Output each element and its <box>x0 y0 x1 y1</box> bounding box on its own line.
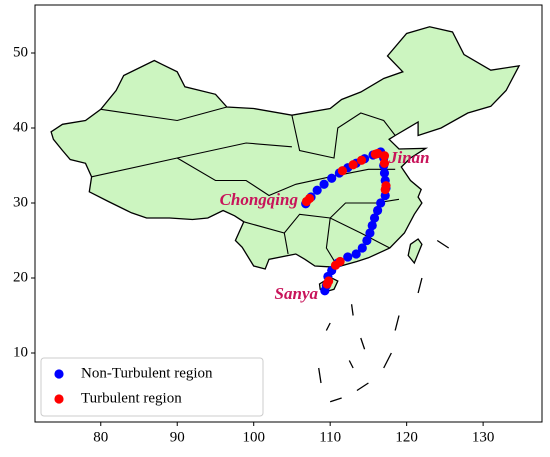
city-label: Sanya <box>275 284 319 303</box>
border-line <box>329 198 400 219</box>
x-tick-label: 130 <box>472 429 495 445</box>
border-line <box>283 232 289 255</box>
legend-box <box>40 357 264 417</box>
marks <box>301 147 391 296</box>
x-tick-label: 90 <box>170 429 185 445</box>
land <box>50 26 521 403</box>
island-dash <box>350 304 354 316</box>
island-dash <box>394 315 400 331</box>
island-dash <box>329 397 342 403</box>
data-point <box>362 235 372 246</box>
data-point <box>351 249 361 259</box>
x-tick-label: 110 <box>319 429 341 445</box>
island-dash <box>318 367 322 384</box>
data-point <box>379 168 390 178</box>
legend-label: Turbulent region <box>81 390 182 406</box>
data-point <box>367 220 377 231</box>
island-dash <box>383 352 392 369</box>
y-tick-label: 20 <box>13 269 28 285</box>
island-dash <box>417 277 423 294</box>
taiwan <box>407 238 423 265</box>
city-label: Chongqing <box>220 190 299 209</box>
city-label: Jinan <box>388 148 430 167</box>
border-line <box>291 112 396 159</box>
data-point <box>379 151 390 161</box>
island-dash <box>436 239 450 249</box>
legend-marker <box>54 394 64 404</box>
y-tick-label: 40 <box>13 119 28 135</box>
y-tick-label: 10 <box>13 344 28 360</box>
legend-marker <box>54 369 64 379</box>
data-point <box>304 193 315 204</box>
x-tick-label: 80 <box>93 429 108 445</box>
island-dash <box>356 382 369 392</box>
x-tick-label: 120 <box>395 429 418 445</box>
data-point <box>322 279 332 289</box>
data-point <box>379 158 390 168</box>
data-point <box>372 205 383 216</box>
data-point <box>343 252 353 262</box>
data-point <box>376 198 386 208</box>
data-point <box>330 260 341 270</box>
y-tick-label: 50 <box>13 44 28 60</box>
island-dash <box>325 322 331 331</box>
plot-frame <box>34 4 543 423</box>
island-dash <box>360 337 366 350</box>
data-point <box>357 243 367 253</box>
data-point <box>365 228 375 238</box>
data-point <box>327 173 337 183</box>
data-point <box>337 166 348 176</box>
border-line <box>100 106 228 122</box>
data-point <box>380 184 390 195</box>
data-point <box>369 213 380 223</box>
data-point <box>356 155 367 165</box>
country-outline <box>50 26 521 270</box>
border-line <box>243 213 391 249</box>
y-tick-label: 30 <box>13 194 28 210</box>
border-line <box>176 157 396 197</box>
island-dash <box>348 360 354 369</box>
x-tick-label: 100 <box>242 429 265 445</box>
data-point <box>319 179 329 189</box>
data-point <box>312 185 322 195</box>
legend-label: Non-Turbulent region <box>81 365 213 381</box>
border-line <box>91 142 292 178</box>
data-point <box>348 160 358 170</box>
